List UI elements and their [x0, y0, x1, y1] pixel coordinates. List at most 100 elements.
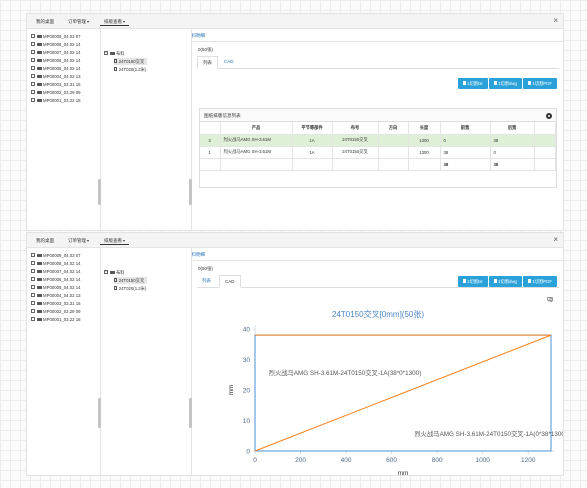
folder-icon	[36, 253, 42, 258]
tab-cad[interactable]: CAD	[219, 275, 241, 288]
col-header[interactable]: 方向	[378, 122, 409, 135]
tab-desktop[interactable]: 我的桌面	[36, 238, 54, 243]
scrollbar[interactable]	[189, 179, 192, 205]
tree-item-label: MP00001_03.22 18	[43, 317, 81, 322]
fabric-node[interactable]: 24T020(1.2米)	[114, 285, 146, 292]
tab-desktop[interactable]: 我的桌面	[36, 19, 54, 24]
tree-item[interactable]: MP00008_04.02 14	[31, 260, 81, 267]
fabric-node-label: 24T020(1.2米)	[118, 286, 147, 291]
tree-item[interactable]: MP00007_04.02 14	[31, 268, 81, 275]
checkbox[interactable]	[31, 253, 35, 258]
button-label: 1切割PDF	[532, 81, 552, 86]
fabric-node-selected[interactable]: 24T0150交叉	[114, 277, 148, 284]
x-tick-label: 400	[341, 457, 352, 464]
tab-layout-view[interactable]: 排版查看▾	[100, 17, 130, 26]
download-icon	[493, 81, 497, 86]
chevron-down-icon: ▾	[123, 238, 126, 243]
tab-orders[interactable]: 订单管理▾	[64, 236, 93, 245]
tree-item[interactable]: MP00009_04.03 07	[31, 252, 81, 259]
checkbox[interactable]	[31, 277, 35, 282]
table-row[interactable]: 1 烈火战马AMG SH-3.61M 1A 24T0150交叉 1300 38 …	[200, 146, 556, 159]
tree-item[interactable]: MP00005_04.02 14	[31, 65, 81, 72]
tree-item[interactable]: MP00007_04.02 14	[31, 49, 81, 56]
checkbox[interactable]	[31, 317, 35, 322]
camera-icon[interactable]	[547, 297, 554, 303]
folder-icon	[36, 277, 42, 282]
collapse-icon[interactable]: −	[104, 270, 108, 275]
col-header[interactable]: 平节等部件	[292, 122, 333, 135]
col-header[interactable]: 布号	[332, 122, 379, 135]
checkbox[interactable]	[31, 285, 35, 290]
tree-item[interactable]: MP00004_04.02 13	[31, 292, 81, 299]
checkbox[interactable]	[31, 82, 35, 87]
tree-item[interactable]: MP00003_03.31 15	[31, 300, 81, 307]
chevron-down-icon: ▾	[87, 238, 90, 243]
layout-list-panel: 我的桌面 订单管理▾ 排版查看▾ × MP00009_04.03 07 MP00…	[26, 13, 564, 231]
col-header[interactable]: 产品	[220, 122, 293, 135]
fabric-root[interactable]: − 布料	[104, 269, 125, 276]
export-pdf-button[interactable]: 1切割PDF	[522, 276, 557, 287]
tree-item[interactable]: MP00006_04.02 14	[31, 276, 81, 283]
layout-table: 产品 平节等部件 布号 方向 长度 前宽 后宽 2 烈火战马AMG SH-3.6…	[200, 122, 556, 171]
table-row[interactable]: 2 烈火战马AMG SH-3.61M 1A 24T0150交叉 1300 0 3…	[200, 134, 556, 147]
checkbox[interactable]	[31, 58, 35, 63]
checkbox[interactable]	[31, 42, 35, 47]
checkbox[interactable]	[31, 66, 35, 71]
tab-cad[interactable]: CAD	[224, 59, 234, 64]
checkbox[interactable]	[31, 90, 35, 95]
x-tick-label: 0	[253, 457, 257, 464]
cell	[534, 134, 556, 147]
tab-list[interactable]: 列表	[202, 278, 211, 283]
col-header[interactable]: 前宽	[440, 122, 491, 135]
tree-item[interactable]: MP00009_04.03 07	[31, 33, 81, 40]
export-pdf-button[interactable]: 1切割PDF	[522, 78, 557, 89]
col-header[interactable]: 后宽	[490, 122, 535, 135]
folder-icon	[109, 51, 115, 56]
tab-layout-view[interactable]: 排版查看▾	[100, 236, 130, 245]
checkbox[interactable]	[31, 34, 35, 39]
tree-item[interactable]: MP00002_03.29 09	[31, 89, 81, 96]
layout-table-panel: 图纸排版信息列表 产品 平节等部件 布号 方向 长度 前宽 后宽	[199, 108, 557, 188]
tab-orders[interactable]: 订单管理▾	[64, 17, 93, 26]
cell: 1300	[408, 134, 441, 147]
export-txt-button[interactable]: 1切割txt	[457, 276, 488, 287]
tab-list[interactable]: 列表	[197, 56, 218, 69]
checkbox[interactable]	[31, 309, 35, 314]
scrollbar[interactable]	[98, 398, 101, 428]
checkbox[interactable]	[31, 98, 35, 103]
scrollbar[interactable]	[189, 398, 192, 428]
checkbox[interactable]	[31, 74, 35, 79]
fabric-tree: − 布料 24T0150交叉 24T020(1.2米)	[101, 248, 192, 475]
export-dwg-button[interactable]: 1切割dwg	[488, 78, 522, 89]
fabric-node-selected[interactable]: 24T0150交叉	[114, 58, 148, 65]
cell: 24T0150交叉	[332, 146, 379, 159]
fabric-node[interactable]: 24T020(1.2米)	[114, 66, 146, 73]
settings-icon[interactable]	[546, 112, 552, 119]
tree-item[interactable]: MP00008_04.02 14	[31, 41, 81, 48]
close-icon[interactable]: ×	[553, 16, 558, 25]
checkbox[interactable]	[31, 293, 35, 298]
cell: 0	[440, 134, 491, 147]
checkbox[interactable]	[31, 269, 35, 274]
cad-chart[interactable]: 0 200 400 600 800 1000 1200 0 10 20 30 40 mm mm 烈火战马AM…	[193, 321, 564, 476]
checkbox[interactable]	[31, 50, 35, 55]
button-label: 1切割txt	[467, 81, 483, 86]
export-buttons: 1切割txt 1切割dwg 1切割PDF	[457, 276, 557, 287]
close-icon[interactable]: ×	[553, 235, 558, 244]
tree-item-label: MP00003_03.31 15	[43, 301, 81, 306]
tree-item[interactable]: MP00006_04.02 14	[31, 57, 81, 64]
tree-item[interactable]: MP00002_03.29 09	[31, 308, 81, 315]
tree-item[interactable]: MP00004_04.02 13	[31, 73, 81, 80]
tree-item[interactable]: MP00001_03.22 18	[31, 97, 81, 104]
tree-item[interactable]: MP00003_03.31 15	[31, 81, 81, 88]
collapse-icon[interactable]: −	[104, 51, 108, 56]
scrollbar[interactable]	[98, 179, 101, 205]
export-txt-button[interactable]: 1切割txt	[457, 78, 488, 89]
checkbox[interactable]	[31, 261, 35, 266]
fabric-root[interactable]: − 布料	[104, 50, 125, 57]
export-dwg-button[interactable]: 1切割dwg	[488, 276, 522, 287]
checkbox[interactable]	[31, 301, 35, 306]
tree-item[interactable]: MP00001_03.22 18	[31, 316, 81, 323]
tree-item[interactable]: MP00005_04.02 14	[31, 284, 81, 291]
col-header[interactable]: 长度	[408, 122, 441, 135]
